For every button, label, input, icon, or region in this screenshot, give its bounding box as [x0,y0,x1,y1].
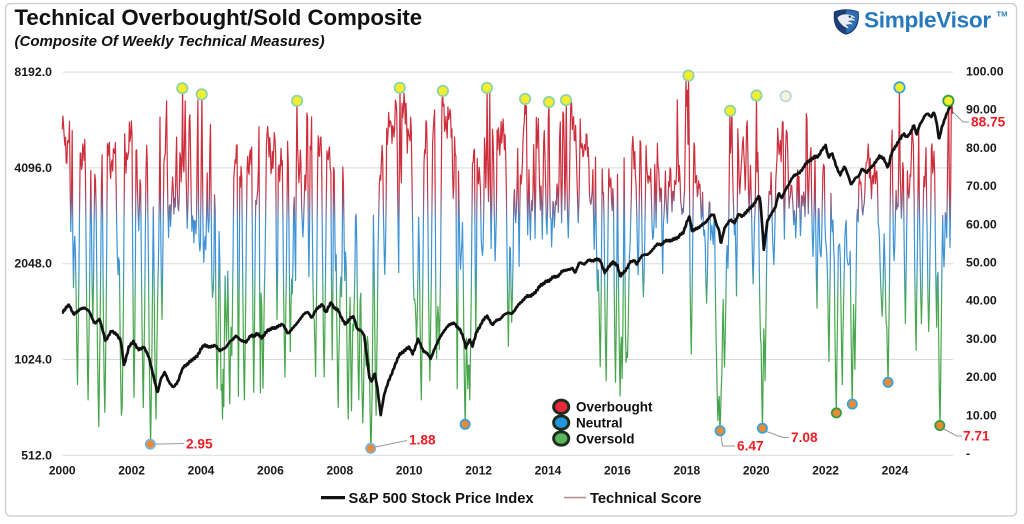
svg-text:6.47: 6.47 [737,439,764,454]
svg-text:2008: 2008 [326,463,353,477]
svg-text:2020: 2020 [743,463,770,477]
svg-text:Technical Score: Technical Score [590,491,702,507]
svg-text:2018: 2018 [673,463,700,477]
svg-text:4096.0: 4096.0 [14,161,52,175]
svg-text:2048.0: 2048.0 [14,257,52,271]
svg-text:2022: 2022 [812,463,839,477]
svg-text:10.00: 10.00 [966,409,997,423]
svg-text:70.00: 70.00 [966,179,997,193]
svg-text:S&P 500 Stock Price Index: S&P 500 Stock Price Index [349,491,535,507]
svg-text:SimpleVisor: SimpleVisor [864,8,991,33]
svg-text:2002: 2002 [118,463,145,477]
svg-text:8192.0: 8192.0 [14,65,52,79]
svg-text:100.00: 100.00 [966,64,1004,78]
svg-text:2016: 2016 [604,463,631,477]
svg-text:Overbought: Overbought [576,400,653,415]
svg-text:7.71: 7.71 [963,429,990,444]
svg-text:90.00: 90.00 [966,103,997,117]
svg-text:88.75: 88.75 [971,115,1006,130]
svg-text:1.88: 1.88 [409,433,436,448]
svg-text:2006: 2006 [257,463,284,477]
svg-text:20.00: 20.00 [966,370,997,384]
svg-text:2004: 2004 [188,463,215,477]
svg-text:50.00: 50.00 [966,256,997,270]
svg-text:Oversold: Oversold [576,431,635,446]
svg-text:512.0: 512.0 [21,448,52,462]
svg-text:(Composite Of Weekly Technical: (Composite Of Weekly Technical Measures) [15,33,325,50]
svg-text:2014: 2014 [535,463,562,477]
svg-text:Technical Overbought/Sold Comp: Technical Overbought/Sold Composite [15,5,423,30]
svg-text:2000: 2000 [49,463,76,477]
svg-text:40.00: 40.00 [966,294,997,308]
svg-text:TM: TM [997,10,1008,19]
svg-text:2012: 2012 [465,463,492,477]
svg-text:-: - [966,447,970,461]
svg-text:60.00: 60.00 [966,217,997,231]
svg-text:30.00: 30.00 [966,332,997,346]
svg-text:1024.0: 1024.0 [14,353,52,367]
svg-text:Neutral: Neutral [576,415,623,430]
svg-text:2024: 2024 [882,463,909,477]
svg-text:2010: 2010 [396,463,423,477]
svg-text:80.00: 80.00 [966,141,997,155]
svg-text:2.95: 2.95 [186,437,213,452]
svg-text:7.08: 7.08 [791,430,818,445]
